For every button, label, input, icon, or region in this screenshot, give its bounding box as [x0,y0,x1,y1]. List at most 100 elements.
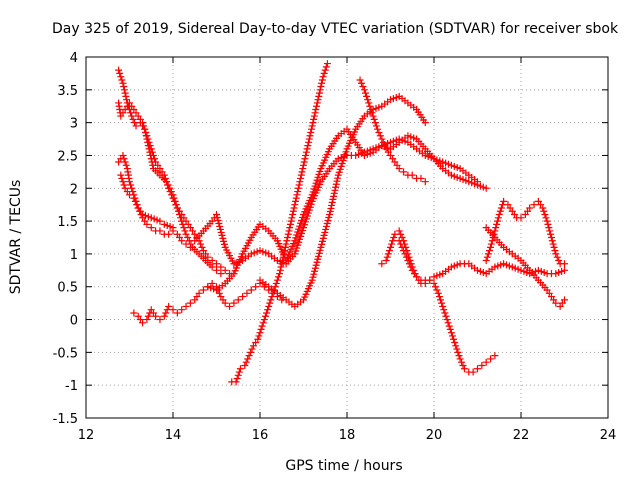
data-point [319,73,327,81]
interpolated-point [265,302,273,310]
interpolated-point [312,106,320,114]
data-point [302,151,310,159]
interpolated-point [547,230,555,238]
interpolated-point [315,89,323,97]
interpolated-point [438,299,446,307]
interpolated-point [168,191,176,199]
data-point [400,168,408,176]
data-point [139,319,147,327]
data-point [173,309,181,317]
interpolated-point [363,92,371,100]
interpolated-point [300,161,307,169]
interpolated-point [315,249,323,257]
interpolated-point [140,122,148,130]
data-point [417,174,425,182]
data-point [395,165,403,173]
interpolated-point [281,243,289,251]
interpolated-point [358,79,365,87]
data-point [132,122,140,130]
interpolated-point [323,219,331,227]
interpolated-point [327,204,335,212]
data-point [119,151,127,159]
data-point [221,299,229,307]
data-point [460,365,468,373]
data-point [213,211,220,219]
data-point [413,273,421,281]
data-point [232,378,240,386]
data-point [395,227,403,235]
interpolated-point [311,109,319,117]
series-arc-3 [115,99,238,278]
interpolated-point [372,122,380,130]
data-point [156,227,164,235]
interpolated-point [288,214,296,222]
data-point [208,263,216,271]
interpolated-point [331,186,339,194]
interpolated-point [494,214,502,222]
data-point [182,240,190,248]
interpolated-point [371,119,379,127]
interpolated-point [318,240,326,248]
data-point [156,217,164,225]
data-point [165,302,173,310]
interpolated-point [546,227,554,235]
interpolated-point [311,267,319,275]
data-point [243,289,251,297]
data-point [500,197,508,205]
interpolated-point [364,96,372,104]
data-point [395,237,403,245]
interpolated-point [148,148,156,156]
data-point [491,352,499,360]
interpolated-point [334,174,342,182]
interpolated-point [122,161,130,169]
interpolated-point [402,253,410,261]
interpolated-point [398,243,406,251]
interpolated-point [433,286,441,294]
interpolated-point [164,181,172,189]
interpolated-point [455,352,463,360]
interpolated-point [540,207,548,215]
interpolated-point [309,119,317,127]
interpolated-point [385,247,393,255]
interpolated-point [332,183,340,191]
interpolated-point [451,339,459,347]
data-point [221,266,229,274]
interpolated-point [310,115,318,123]
interpolated-point [407,263,415,271]
data-point [160,171,168,179]
series-arc-12 [395,237,499,376]
interpolated-point [295,181,303,189]
interpolated-point [541,211,549,219]
interpolated-point [217,228,225,236]
data-point [252,283,260,291]
data-point [447,329,455,337]
interpolated-point [405,260,413,268]
interpolated-point [291,201,299,209]
interpolated-point [303,145,311,153]
interpolated-point [220,237,228,245]
interpolated-point [292,197,300,205]
x-tick-labels: 12 14 16 18 20 22 24 [78,428,617,443]
interpolated-point [376,132,384,140]
data-point [469,368,477,376]
interpolated-point [332,180,340,188]
interpolated-point [220,240,228,248]
data-point [208,256,216,264]
interpolated-point [307,128,315,136]
data-point [356,76,364,84]
interpolated-point [286,220,294,228]
interpolated-point [170,197,178,205]
data-point [186,299,194,307]
x-tick-label: 14 [165,428,182,443]
interpolated-point [493,220,501,228]
y-tick-label: 3 [70,117,78,132]
interpolated-point [329,195,337,203]
interpolated-point [551,247,559,255]
interpolated-point [218,231,226,239]
interpolated-point [215,219,223,227]
interpolated-point [161,174,169,182]
interpolated-point [397,240,405,248]
interpolated-point [314,255,322,263]
data-point [143,132,151,140]
interpolated-point [264,306,272,314]
